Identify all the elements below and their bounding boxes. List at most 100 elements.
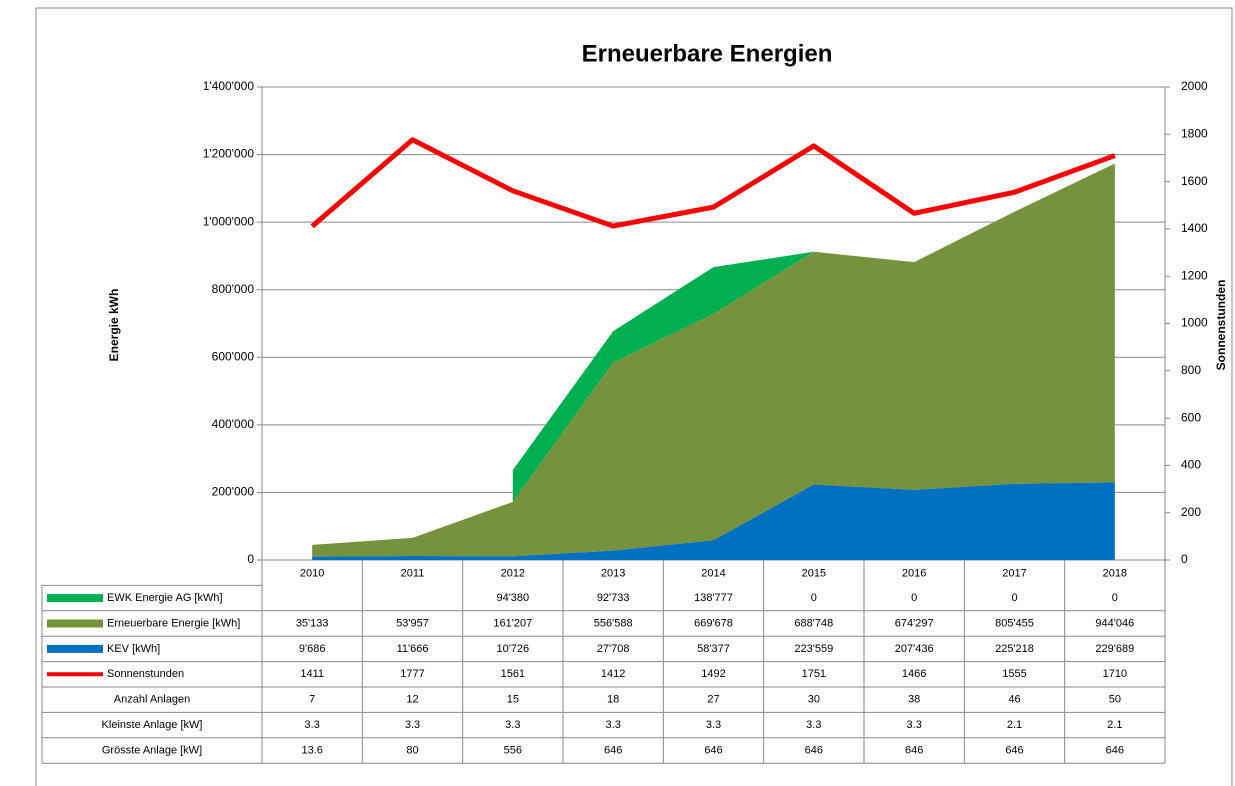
table-cell: 0 xyxy=(911,592,917,604)
y-axis-label: Energie kWh xyxy=(107,289,121,362)
table-cell: 646 xyxy=(604,744,622,756)
table-cell: 646 xyxy=(704,744,722,756)
chart-title: Erneuerbare Energien xyxy=(582,40,833,67)
y2-tick-label: 1800 xyxy=(1181,126,1208,140)
x-tick-label: 2011 xyxy=(401,568,425,580)
table-cell: 161'207 xyxy=(493,617,532,629)
table-cell: 12 xyxy=(406,694,418,706)
table-cell: 13.6 xyxy=(301,744,322,756)
chart-frame xyxy=(35,7,1233,786)
table-cell: 1555 xyxy=(1002,668,1026,680)
row-label: Grösste Anlage [kW] xyxy=(102,744,202,756)
y-tick-label: 600'000 xyxy=(212,349,255,363)
x-tick-label: 2015 xyxy=(802,568,826,580)
y-tick-label: 800'000 xyxy=(212,282,255,296)
x-tick-label: 2014 xyxy=(701,568,725,580)
y2-tick-label: 0 xyxy=(1181,552,1188,566)
y2-axis-label: Sonnenstunden xyxy=(1214,280,1228,371)
y2-tick-label: 1400 xyxy=(1181,221,1208,235)
y-tick-label: 1'000'000 xyxy=(203,214,255,228)
row-label: Anzahl Anlagen xyxy=(114,694,190,706)
x-tick-label: 2016 xyxy=(902,568,926,580)
y-tick-label: 1'400'000 xyxy=(203,79,255,93)
table-cell: 556 xyxy=(504,744,522,756)
table-cell: 688'748 xyxy=(794,617,833,629)
table-cell: 27 xyxy=(707,694,719,706)
area xyxy=(312,482,1115,560)
table-cell: 669'678 xyxy=(694,617,733,629)
y-tick-label: 400'000 xyxy=(212,417,255,431)
table-cell: 9'686 xyxy=(299,643,326,655)
table-cell: 1561 xyxy=(501,668,525,680)
table-cell: 27'708 xyxy=(597,643,630,655)
table-cell: 138'777 xyxy=(694,592,733,604)
table-cell: 10'726 xyxy=(496,643,529,655)
table-cell: 646 xyxy=(805,744,823,756)
table-cell: 225'218 xyxy=(995,643,1034,655)
table-cell: 18 xyxy=(607,694,619,706)
table-cell: 1412 xyxy=(601,668,625,680)
table-cell: 0 xyxy=(1112,592,1118,604)
table-cell: 1492 xyxy=(701,668,725,680)
table-cell: 3.3 xyxy=(305,719,320,731)
y2-tick-label: 200 xyxy=(1181,505,1201,519)
table-cell: 7 xyxy=(309,694,315,706)
table-cell: 674'297 xyxy=(895,617,934,629)
legend-label: KEV [kWh] xyxy=(107,643,160,655)
legend-label: Erneuerbare Energie [kWh] xyxy=(107,617,240,629)
table-cell: 3.3 xyxy=(405,719,420,731)
table-cell: 805'455 xyxy=(995,617,1034,629)
table-cell: 1411 xyxy=(300,668,324,680)
legend-label: Sonnenstunden xyxy=(107,668,184,680)
y-tick-label: 0 xyxy=(247,552,254,566)
legend-key xyxy=(47,619,103,628)
area xyxy=(512,163,1115,502)
table-cell: 2.1 xyxy=(1007,719,1022,731)
table-cell: 1710 xyxy=(1103,668,1127,680)
table-cell: 646 xyxy=(1005,744,1023,756)
table-cell: 2.1 xyxy=(1107,719,1122,731)
y2-tick-label: 2000 xyxy=(1181,79,1208,93)
y2-tick-label: 1600 xyxy=(1181,174,1208,188)
table-cell: 3.3 xyxy=(706,719,721,731)
table-cell: 207'436 xyxy=(895,643,934,655)
row-label: Kleinste Anlage [kW] xyxy=(102,719,203,731)
table-cell: 50 xyxy=(1109,694,1121,706)
table-cell: 38 xyxy=(908,694,920,706)
table-cell: 1751 xyxy=(802,668,826,680)
table-cell: 1466 xyxy=(902,668,926,680)
table-cell: 229'689 xyxy=(1095,643,1134,655)
x-tick-label: 2010 xyxy=(300,568,324,580)
x-tick-label: 2013 xyxy=(601,568,625,580)
table-cell: 646 xyxy=(905,744,923,756)
table-cell: 556'588 xyxy=(594,617,633,629)
y2-tick-label: 600 xyxy=(1181,410,1201,424)
table-cell: 0 xyxy=(1011,592,1017,604)
table-cell: 58'377 xyxy=(697,643,730,655)
table-cell: 3.3 xyxy=(806,719,821,731)
y-tick-label: 1'200'000 xyxy=(203,147,255,161)
legend-key xyxy=(47,594,103,603)
table-cell: 3.3 xyxy=(606,719,621,731)
table-cell: 0 xyxy=(811,592,817,604)
table-cell: 3.3 xyxy=(505,719,520,731)
table-cell: 46 xyxy=(1008,694,1020,706)
table-cell: 30 xyxy=(808,694,820,706)
x-tick-label: 2012 xyxy=(501,568,525,580)
table-cell: 35'133 xyxy=(296,617,329,629)
table-cell: 92'733 xyxy=(597,592,630,604)
table-cell: 15 xyxy=(507,694,519,706)
table-cell: 80 xyxy=(406,744,418,756)
table-cell: 53'957 xyxy=(396,617,429,629)
table-cell: 646 xyxy=(1106,744,1124,756)
y-tick-label: 200'000 xyxy=(212,485,255,499)
line xyxy=(310,137,1116,229)
table-cell: 3.3 xyxy=(907,719,922,731)
y2-tick-label: 1000 xyxy=(1181,316,1208,330)
table-cell: 11'666 xyxy=(397,643,429,655)
table-cell: 944'046 xyxy=(1095,617,1134,629)
y2-tick-label: 800 xyxy=(1181,363,1201,377)
y2-tick-label: 1200 xyxy=(1181,268,1208,282)
legend-label: EWK Energie AG [kWh] xyxy=(107,592,223,604)
